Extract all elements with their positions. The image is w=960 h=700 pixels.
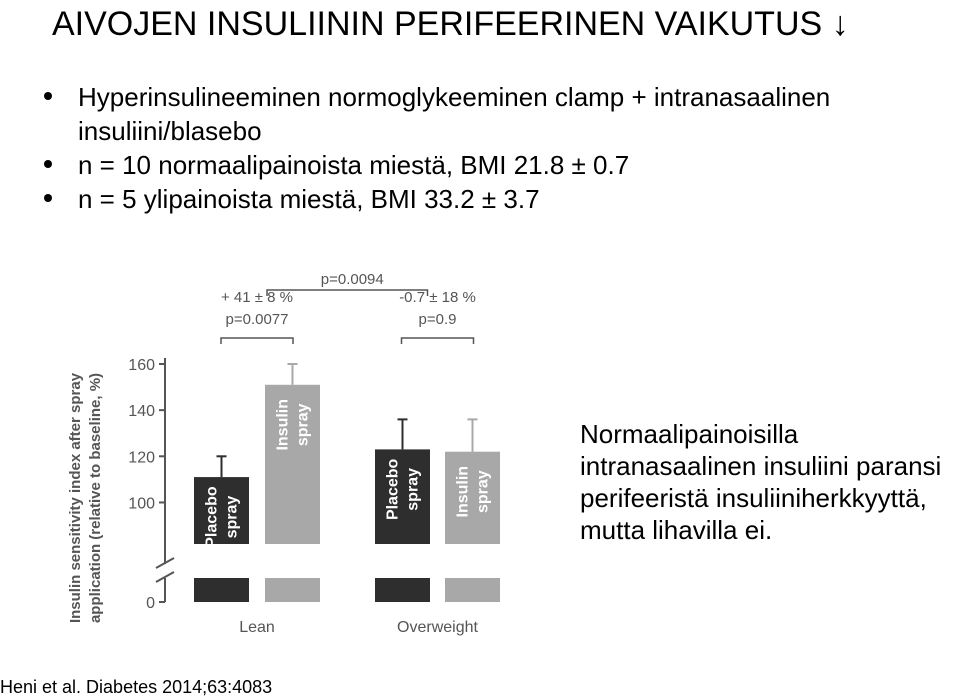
conclusion-note: Normaalipainoisilla intranasaalinen insu…: [580, 419, 942, 545]
bar: [445, 451, 500, 544]
x-category-label: Lean: [239, 619, 275, 636]
bar-label: Placebo spray: [385, 458, 422, 520]
bullet-text: n = 5 ylipainoista miestä, BMI 33.2 ± 3.…: [78, 184, 540, 214]
bullet-text: n = 10 normaalipainoista miestä, BMI 21.…: [78, 150, 630, 180]
between-group-bracket: [266, 289, 429, 296]
bar-base: [375, 578, 430, 602]
bar-label: Placebo spray: [204, 486, 241, 548]
bullet-list: Hyperinsulineeminen normoglykeeminen cla…: [44, 80, 954, 216]
group-bracket: [220, 337, 294, 344]
bar-base: [445, 578, 500, 602]
bar-label: Insulin spray: [455, 466, 492, 518]
bar: [375, 449, 430, 544]
overweight-effect-label: -0.7 ± 18 %: [399, 289, 476, 306]
bullet-item: n = 5 ylipainoista miestä, BMI 33.2 ± 3.…: [44, 182, 954, 216]
y-axis-label: Insulin sensitivity index after spray app…: [67, 372, 104, 623]
citation: Heni et al. Diabetes 2014;63:4083: [0, 677, 273, 697]
slide-title: AIVOJEN INSULIININ PERIFEERINEN VAIKUTUS…: [52, 5, 849, 43]
y-tick-label: 120: [128, 449, 155, 466]
bullet-dot-icon: [44, 160, 52, 168]
y-tick-label: 140: [128, 403, 155, 420]
y-tick-label: 0: [146, 595, 155, 612]
bar-base: [265, 578, 320, 602]
between-group-p-value: p=0.0094: [321, 271, 384, 288]
bullet-text: Hyperinsulineeminen normoglykeeminen cla…: [78, 82, 831, 146]
bar: [194, 477, 249, 544]
group-bracket: [400, 337, 475, 344]
x-category-label: Overweight: [397, 619, 478, 636]
lean-p-value: p=0.0077: [226, 311, 289, 328]
bullet-item: n = 10 normaalipainoista miestä, BMI 21.…: [44, 148, 954, 182]
overweight-p-value: p=0.9: [419, 311, 457, 328]
bullet-dot-icon: [44, 194, 52, 202]
axis-break-mark: [155, 557, 175, 569]
y-tick-label: 100: [128, 495, 155, 512]
bullet-item: Hyperinsulineeminen normoglykeeminen cla…: [44, 80, 954, 148]
bullet-dot-icon: [44, 92, 52, 100]
bar: [265, 384, 320, 544]
insulin-sensitivity-chart: Insulin sensitivity index after spray app…: [67, 271, 500, 636]
axis-break-mark: [155, 571, 175, 583]
bar-base: [194, 578, 249, 602]
y-tick-label: 160: [128, 357, 155, 374]
bar-label: Insulin spray: [275, 399, 312, 451]
lean-effect-label: + 41 ± 8 %: [221, 289, 293, 306]
